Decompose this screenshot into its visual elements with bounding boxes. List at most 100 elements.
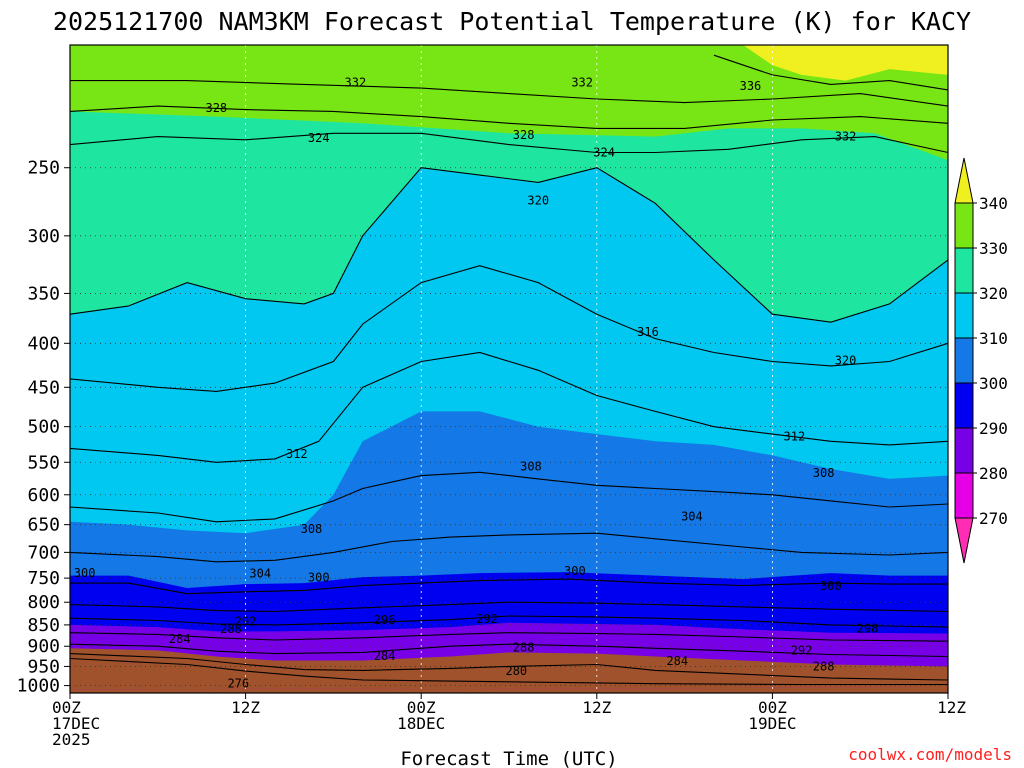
y-tick-label: 300 <box>27 226 60 247</box>
contour-label: 336 <box>740 79 762 93</box>
contour-label: 292 <box>791 643 813 657</box>
contour-label: 288 <box>220 622 242 636</box>
contour-label: 304 <box>249 567 271 581</box>
band-t340 <box>70 45 948 81</box>
contour-label: 324 <box>593 145 615 159</box>
y-tick-label: 400 <box>27 333 60 354</box>
contour-label: 324 <box>308 131 330 145</box>
contour-280 <box>69 653 949 681</box>
x-tick-label: 00Z <box>758 698 787 717</box>
x-tick-label: 00Z <box>407 698 436 717</box>
y-tick-label: 450 <box>27 377 60 398</box>
colorbar-label: 320 <box>979 284 1008 303</box>
ground-fill <box>70 687 948 693</box>
plot-frame <box>69 44 949 694</box>
y-tick-label: 1000 <box>17 676 60 697</box>
contour-label: 280 <box>505 664 527 678</box>
band-t330 <box>70 45 948 161</box>
x-tick-label: 2025 <box>52 730 91 749</box>
chart-title: 2025121700 NAM3KM Forecast Potential Tem… <box>53 7 971 36</box>
colorbar-segment <box>954 202 974 249</box>
y-tick-label: 900 <box>27 636 60 657</box>
contour-316 <box>69 265 949 392</box>
contour-label: 288 <box>513 640 535 654</box>
colorbar-segment <box>954 247 974 294</box>
contour-332 <box>70 80 949 107</box>
contour-284 <box>69 643 949 658</box>
contour-label: 300 <box>564 564 586 578</box>
contour-336 <box>713 54 949 91</box>
contour-292 <box>69 615 949 628</box>
y-tick-label: 600 <box>27 485 60 506</box>
x-tick-label: 12Z <box>582 698 611 717</box>
contour-288 <box>69 632 949 642</box>
contour-label: 328 <box>513 128 535 142</box>
credit-text: coolwx.com/models <box>848 745 1012 764</box>
colorbar-label: 280 <box>979 464 1008 483</box>
contour-label: 320 <box>835 354 857 368</box>
contour-label: 332 <box>345 75 367 89</box>
colorbar-label: 270 <box>979 509 1008 528</box>
contour-324 <box>69 132 949 154</box>
y-tick-label: 700 <box>27 542 60 563</box>
colorbar-segment <box>954 292 974 339</box>
contour-300 <box>70 578 948 595</box>
contour-label: 288 <box>813 659 835 673</box>
colorbar-segment <box>954 472 974 519</box>
contour-label: 276 <box>227 677 249 691</box>
y-tick-label: 500 <box>27 417 60 438</box>
contour-label: 300 <box>308 571 330 585</box>
contour-304 <box>69 532 949 563</box>
contour-312 <box>69 351 949 463</box>
contour-label: 328 <box>205 101 227 115</box>
contour-label: 300 <box>820 579 842 593</box>
contour-label: 292 <box>476 612 498 626</box>
plot-area: 328 332 332 336 324 328 324 332 320 316 320 312 312 3… <box>69 44 949 694</box>
contour-label: 292 <box>235 614 257 628</box>
contour-label: 284 <box>374 649 396 663</box>
colorbar-label: 290 <box>979 419 1008 438</box>
contour-label: 332 <box>571 75 593 89</box>
colorbar-label: 310 <box>979 329 1008 348</box>
contour-label: 284 <box>666 654 688 668</box>
contour-328 <box>69 105 949 129</box>
x-tick-label: 12Z <box>937 698 966 717</box>
contour-label: 332 <box>835 130 857 144</box>
y-tick-label: 800 <box>27 592 60 613</box>
colorbar-segment <box>954 382 974 429</box>
contour-label: 308 <box>301 522 323 536</box>
contour-label: 298 <box>857 621 879 635</box>
contour-label: 316 <box>637 325 659 339</box>
colorbar-label: 340 <box>979 194 1008 213</box>
contour-label: 320 <box>527 194 549 208</box>
y-axis: 2503003504004505005506006507007508008509… <box>17 158 70 697</box>
colorbar-segment <box>954 427 974 474</box>
contour-320 <box>69 167 949 323</box>
contour-label: 308 <box>813 466 835 480</box>
colorbar-label: 330 <box>979 239 1008 258</box>
x-tick-label: 12Z <box>231 698 260 717</box>
contour-label: 304 <box>681 510 703 524</box>
contour-label: 284 <box>169 632 191 646</box>
contour-308 <box>69 471 949 523</box>
x-axis-label: Forecast Time (UTC) <box>400 748 617 768</box>
colorbar-label: 300 <box>979 374 1008 393</box>
contour-label: 312 <box>286 447 308 461</box>
contour-label: 300 <box>74 566 96 580</box>
y-tick-label: 350 <box>27 283 60 304</box>
x-tick-label: 18DEC <box>397 714 445 733</box>
contour-label: 312 <box>784 429 806 443</box>
x-tick-label: 19DEC <box>748 714 796 733</box>
y-tick-label: 650 <box>27 515 60 536</box>
colorbar: 340 330 320 310 300 290 280 270 <box>954 157 1008 564</box>
y-tick-label: 850 <box>27 615 60 636</box>
y-tick-label: 750 <box>27 568 60 589</box>
contour-296 <box>69 601 949 613</box>
x-tick-label: 17DEC <box>52 714 100 733</box>
colorbar-segment <box>954 337 974 384</box>
colorbar-cap-top <box>954 157 974 204</box>
contour-label: 308 <box>520 459 542 473</box>
contour-label: 296 <box>374 613 396 627</box>
